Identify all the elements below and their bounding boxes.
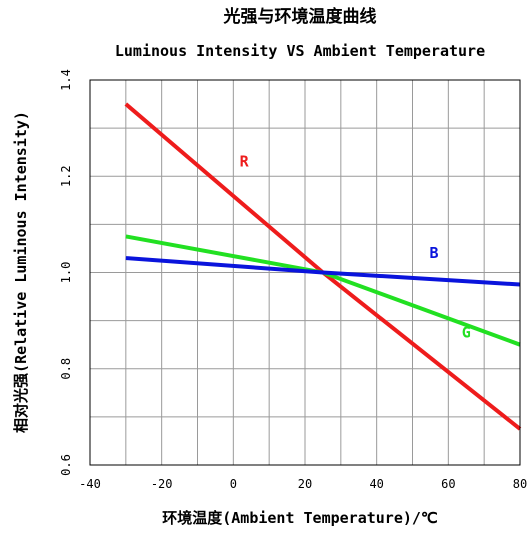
chart-title: 光强与环境温度曲线 [223, 6, 377, 27]
y-tick-label: 1.4 [59, 69, 73, 91]
x-tick-label: 60 [441, 477, 455, 491]
grid [90, 80, 520, 465]
x-tick-label: -40 [79, 477, 101, 491]
series-labels: R G B [240, 153, 471, 342]
x-tick-label: 40 [369, 477, 383, 491]
tick-labels: -40 -20 0 20 40 60 80 0.6 0.8 1.0 1.2 1.4 [59, 69, 527, 491]
series-label-r: R [240, 153, 250, 171]
series-label-g: G [462, 323, 471, 341]
x-axis-label: 环境温度(Ambient Temperature)/℃ [162, 509, 438, 527]
y-tick-label: 0.8 [59, 358, 73, 380]
x-tick-label: 80 [513, 477, 527, 491]
y-axis-label: 相对光强(Relative Luminous Intensity) [12, 111, 30, 433]
x-tick-label: 0 [230, 477, 237, 491]
y-tick-label: 1.0 [59, 262, 73, 284]
series-layer [124, 102, 522, 431]
x-tick-label: 20 [298, 477, 312, 491]
series-line-r [124, 102, 522, 431]
series-line-b [125, 256, 521, 287]
y-tick-label: 0.6 [59, 454, 73, 476]
x-tick-label: -20 [151, 477, 173, 491]
chart-subtitle: Luminous Intensity VS Ambient Temperatur… [115, 42, 485, 60]
plot-frame [89, 79, 521, 466]
series-label-b: B [429, 244, 438, 262]
y-tick-label: 1.2 [59, 165, 73, 187]
